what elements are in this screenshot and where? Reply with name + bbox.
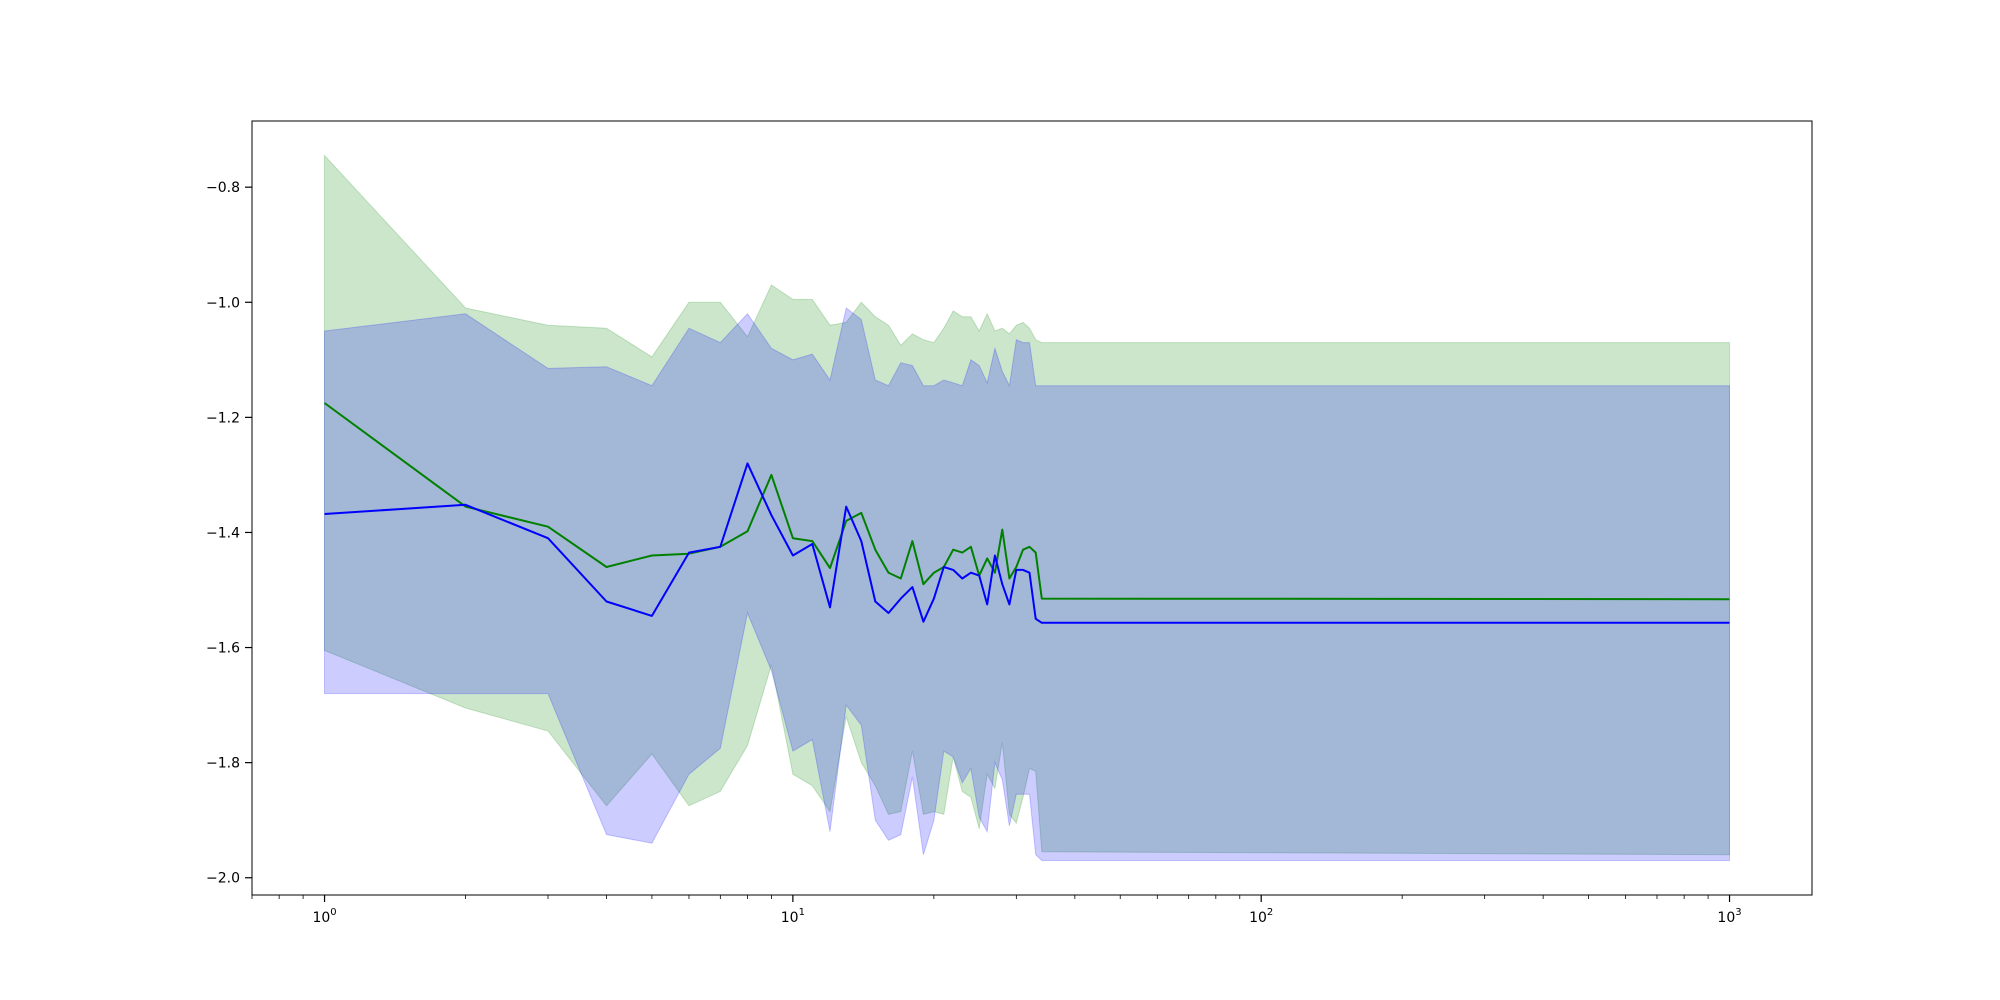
x-tick-label-exponent: 0 (330, 907, 336, 918)
y-tick-label: −1.8 (206, 756, 240, 772)
series-1-line (324, 462, 1730, 624)
x-tick-label-base: 10 (312, 910, 330, 926)
x-tick-label-exponent: 1 (799, 907, 805, 918)
series-0-band (324, 154, 1730, 856)
series-lines (323, 402, 1730, 624)
confidence-bands (324, 154, 1730, 861)
x-tick-label-base: 10 (1717, 910, 1735, 926)
x-tick-label-exponent: 3 (1735, 907, 1741, 918)
axes-frame (251, 120, 1813, 896)
y-tick-label: −1.6 (206, 641, 240, 657)
x-axis-ticks: 100 101 102 103 (251, 895, 1742, 926)
x-tick-label: 102 (1249, 907, 1273, 926)
x-tick-label-exponent: 2 (1267, 907, 1273, 918)
y-axis-ticks: −0.8 −1.0 −1.2 −1.4 −1.6 −1.8 −2.0 (206, 180, 252, 887)
y-tick-label: −2.0 (206, 871, 240, 887)
x-tick-label-base: 10 (1249, 910, 1267, 926)
x-tick-label: 103 (1717, 907, 1741, 926)
y-tick-label: −1.2 (206, 410, 240, 426)
x-tick-label: 100 (312, 907, 336, 926)
series-1-band (324, 307, 1730, 861)
x-tick-label: 101 (781, 907, 805, 926)
y-tick-label: −0.8 (206, 180, 240, 196)
y-tick-label: −1.0 (206, 295, 240, 311)
x-tick-label-base: 10 (781, 910, 799, 926)
y-tick-label: −1.4 (206, 525, 240, 541)
